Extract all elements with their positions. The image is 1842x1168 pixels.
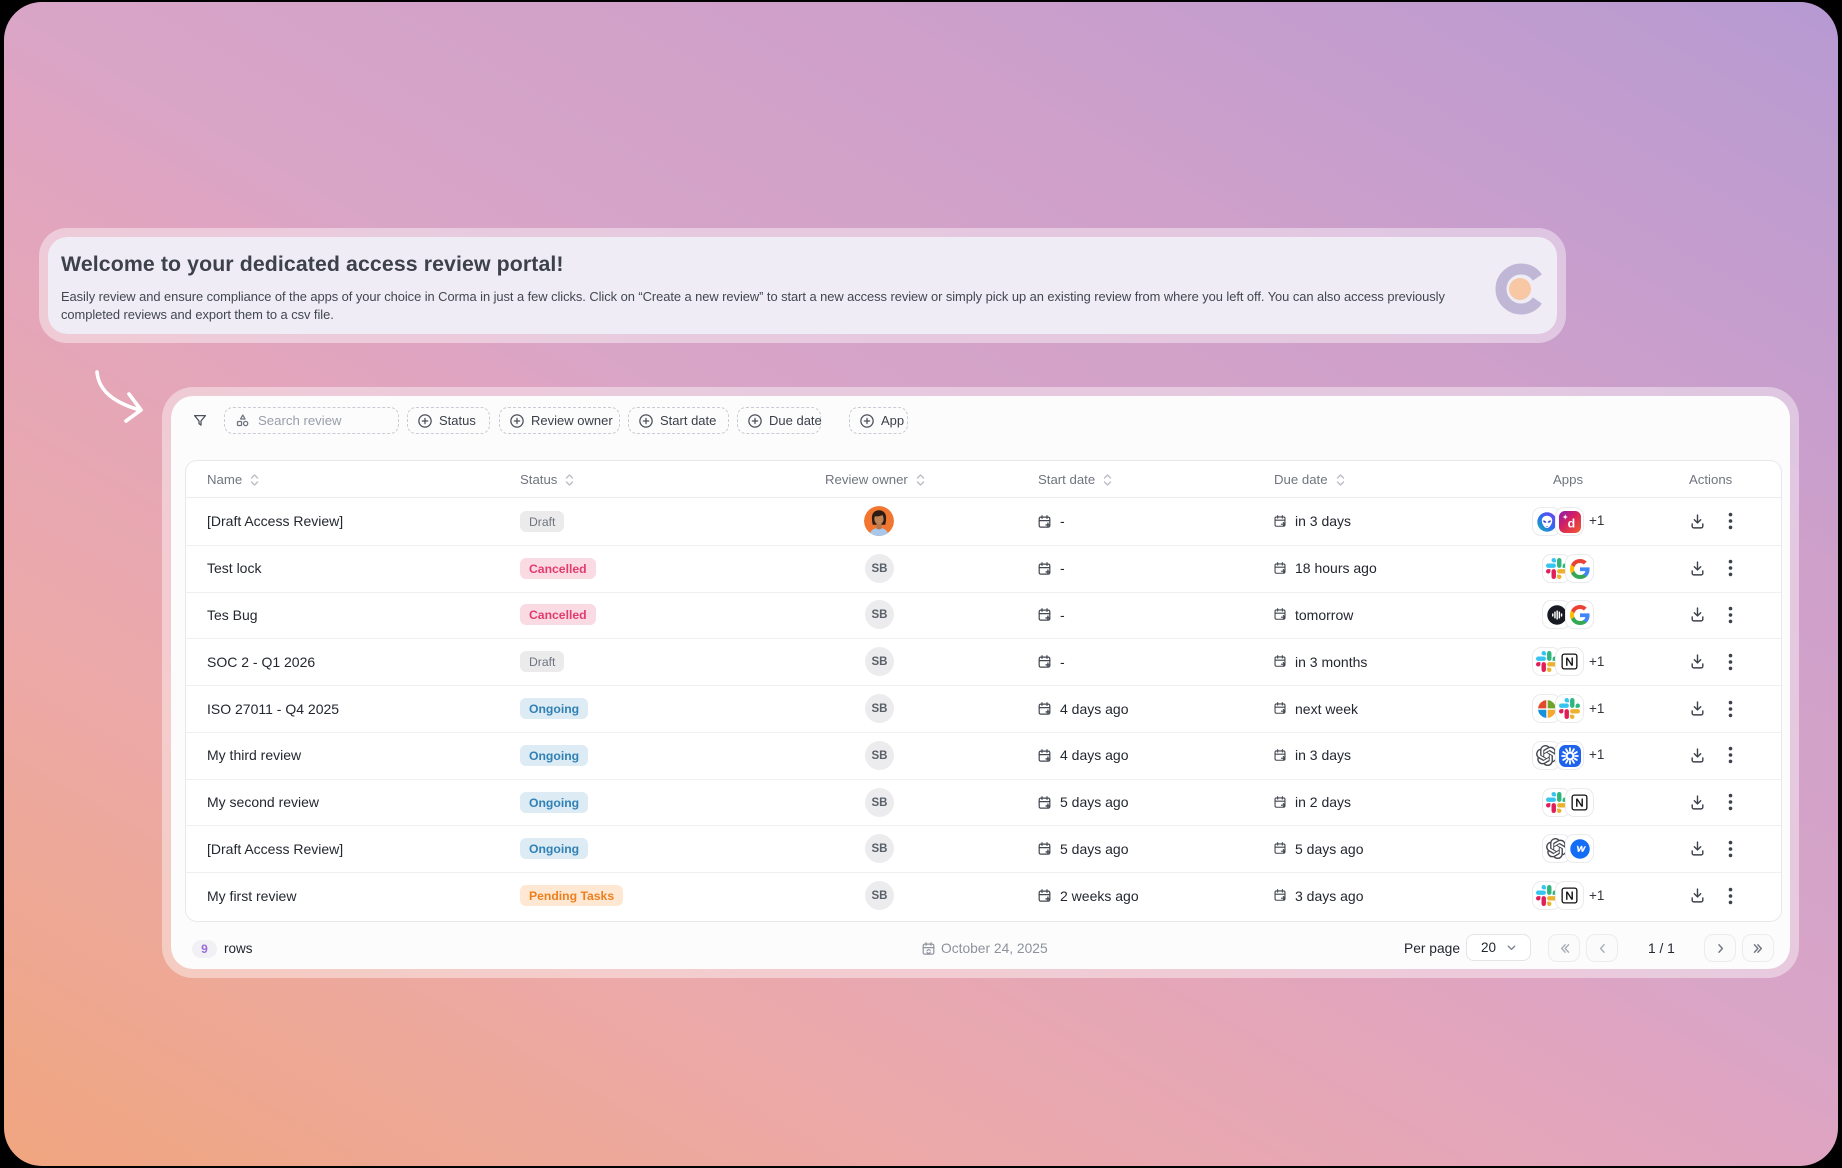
svg-text:d: d [1567,516,1575,530]
